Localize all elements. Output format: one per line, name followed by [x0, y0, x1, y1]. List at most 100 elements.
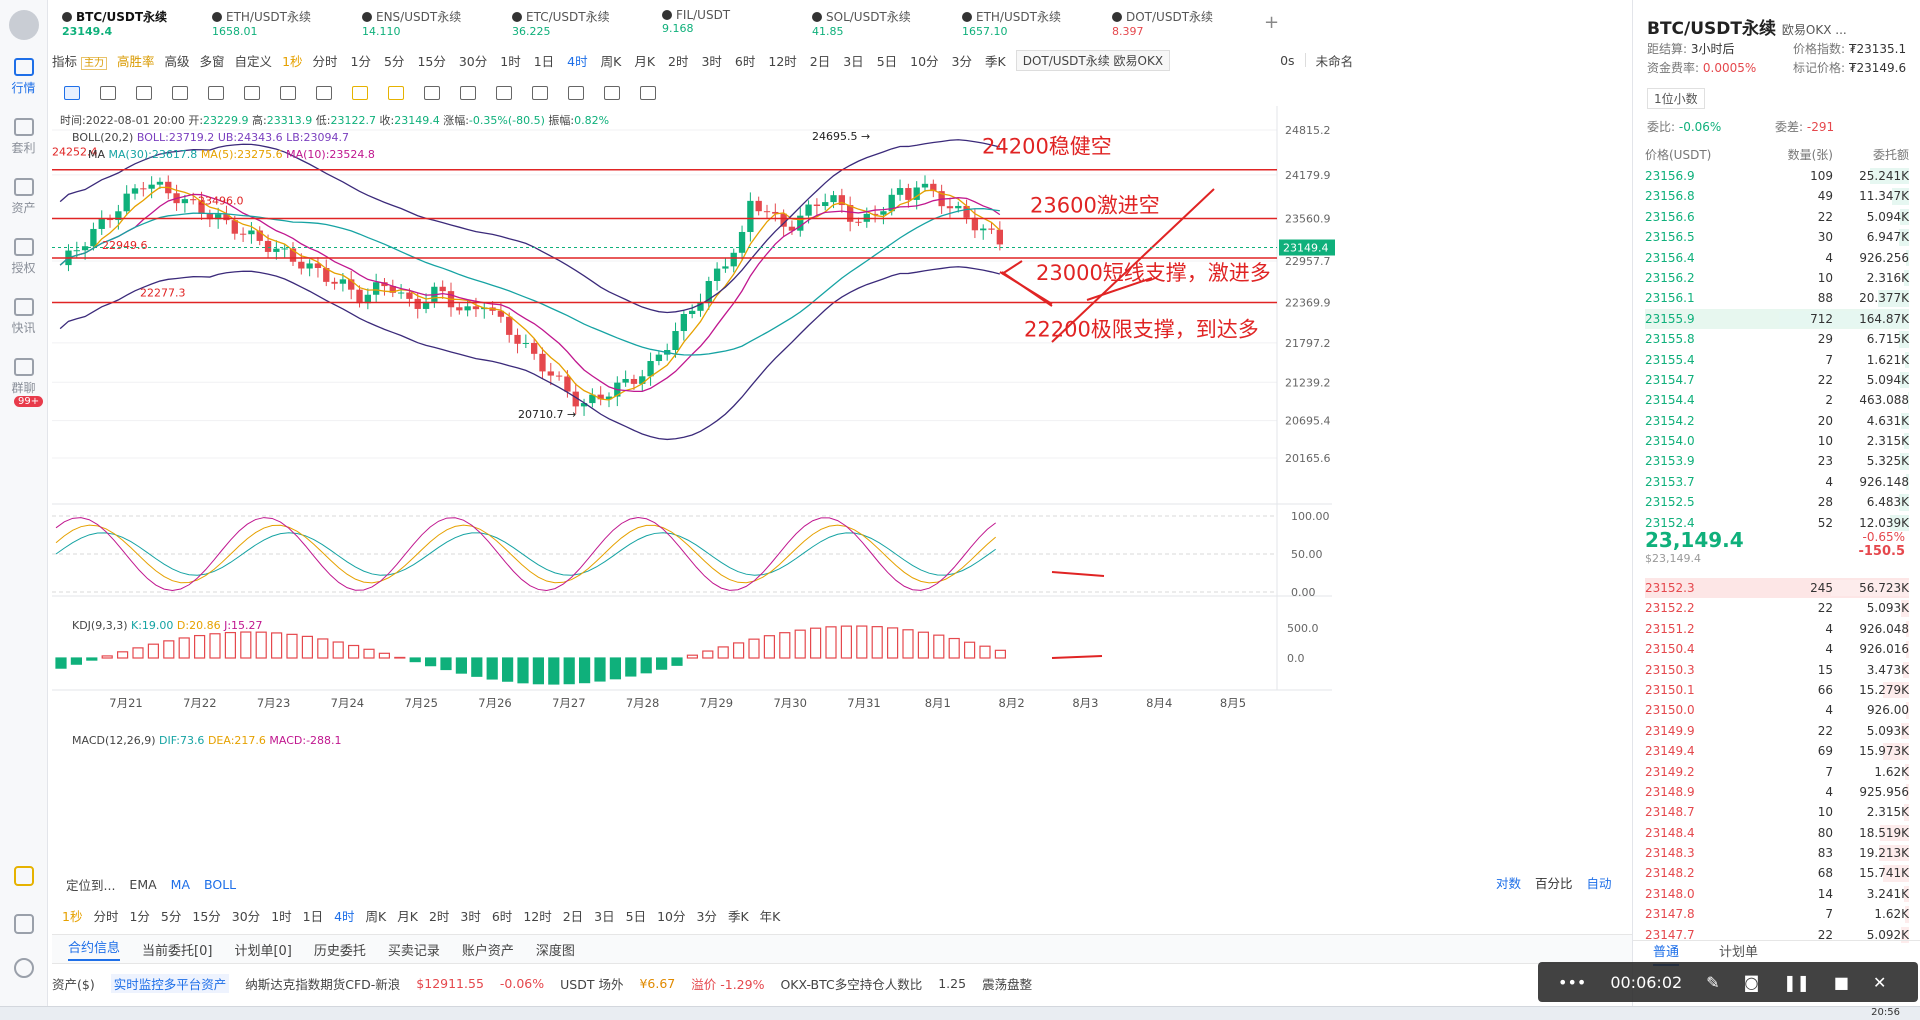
phone-icon[interactable] [14, 914, 34, 934]
pen-tool-icon[interactable] [424, 86, 440, 100]
bottom-interval-button[interactable]: 1时 [271, 908, 292, 924]
book-row[interactable]: 23152.2 22 5.093K [1645, 598, 1909, 618]
book-row[interactable]: 23152.4 52 12.039K [1645, 513, 1909, 533]
tab-symbol-1[interactable]: ETH/USDT永续 1658.01 [202, 4, 352, 42]
one-second-button[interactable]: 1秒 [282, 53, 303, 69]
tab-symbol-4[interactable]: FIL/USDT 9.168 [652, 4, 802, 42]
interval-button[interactable]: 2日 [809, 53, 831, 69]
pen-icon[interactable]: ✎ [1706, 972, 1720, 992]
price-chart[interactable]: 24815.2 24179.9 23560.9 22957.7 22369.9 21797… [52, 106, 1632, 846]
book-row[interactable]: 23150.0 4 926.00 [1645, 700, 1909, 720]
book-row[interactable]: 23153.9 23 5.325K [1645, 451, 1909, 471]
bottom-interval-button[interactable]: 6时 [491, 908, 513, 924]
book-row[interactable]: 23150.1 66 15.279K [1645, 680, 1909, 700]
add-tab-icon[interactable]: + [1264, 12, 1280, 33]
interval-button[interactable]: 5分 [383, 53, 405, 69]
book-row[interactable]: 23155.4 7 1.621K [1645, 350, 1909, 370]
bottom-interval-button[interactable]: 1日 [302, 908, 324, 924]
book-row[interactable]: 23155.9 712 164.87K [1645, 308, 1909, 330]
rail-item-arbitrage[interactable]: 套利 [0, 118, 47, 156]
rail-item-market[interactable]: 行情 [0, 58, 47, 96]
bottom-interval-button[interactable]: 12时 [523, 908, 552, 924]
bottom-interval-button[interactable]: 5分 [160, 908, 182, 924]
close-icon[interactable]: ✕ [1873, 972, 1887, 992]
bottom-interval-button[interactable]: 30分 [231, 908, 261, 924]
advanced-button[interactable]: 高级 [164, 53, 190, 69]
vip-icon[interactable] [14, 866, 34, 886]
bottom-interval-button[interactable]: 3日 [594, 908, 615, 924]
magnet-tool-icon[interactable] [352, 86, 368, 100]
book-row[interactable]: 23156.8 49 11.347K [1645, 186, 1909, 206]
interval-button[interactable]: 15分 [417, 53, 446, 69]
bottom-interval-button[interactable]: 分时 [93, 908, 119, 924]
book-row[interactable]: 23150.3 15 3.473K [1645, 660, 1909, 680]
settings-icon[interactable] [14, 958, 34, 978]
tab-symbol-3[interactable]: ETC/USDT永续 36.225 [502, 4, 652, 42]
interval-button[interactable]: 4时 [567, 53, 588, 69]
interval-button[interactable]: 30分 [458, 53, 488, 69]
camera-icon[interactable]: ◙ [1743, 972, 1760, 992]
ema-toggle[interactable]: EMA [129, 876, 157, 892]
trash-icon[interactable] [640, 86, 656, 100]
crosshair-tool-icon[interactable] [64, 86, 80, 100]
bars-tool-icon[interactable] [496, 86, 512, 100]
interval-button[interactable]: 2时 [668, 53, 689, 69]
copy-tool-icon[interactable] [532, 86, 548, 100]
tab-symbol-2[interactable]: ENS/USDT永续 14.110 [352, 4, 502, 42]
book-row[interactable]: 23156.5 30 6.947K [1645, 227, 1909, 247]
bottom-interval-button[interactable]: 周K [365, 908, 387, 924]
interval-button[interactable]: 季K [985, 53, 1006, 69]
book-row[interactable]: 23148.7 10 2.315K [1645, 802, 1909, 822]
book-row[interactable]: 23147.7 22 5.092K [1645, 925, 1909, 945]
book-row[interactable]: 23154.4 2 463.088 [1645, 390, 1909, 410]
book-row[interactable]: 23147.8 7 1.62K [1645, 904, 1909, 924]
tab-plan[interactable]: 计划单 [1719, 945, 1759, 960]
wave-tool-icon[interactable] [244, 86, 260, 100]
book-row[interactable]: 23149.9 22 5.093K [1645, 721, 1909, 741]
clone-tool-icon[interactable] [568, 86, 584, 100]
panel-tab[interactable]: 历史委托 [313, 943, 366, 959]
win-rate-button[interactable]: 高胜率 [117, 53, 155, 69]
interval-button[interactable]: 3分 [951, 53, 972, 69]
bottom-interval-button[interactable]: 15分 [192, 908, 221, 924]
tab-symbol-7[interactable]: DOT/USDT永续 8.397 [1102, 4, 1252, 42]
book-row[interactable]: 23156.6 22 5.094K [1645, 207, 1909, 227]
book-row[interactable]: 23151.2 4 926.048 [1645, 619, 1909, 639]
panel-tab[interactable]: 深度图 [535, 943, 575, 959]
percent-scale-button[interactable]: 百分比 [1535, 876, 1573, 891]
interval-button[interactable]: 5日 [876, 53, 898, 69]
rail-item-assets[interactable]: 资产 [0, 178, 47, 216]
interval-button[interactable]: 6时 [734, 53, 756, 69]
tab-symbol-6[interactable]: ETH/USDT永续 1657.10 [952, 4, 1102, 42]
book-row[interactable]: 23148.9 4 925.956 [1645, 782, 1909, 802]
panel-tab[interactable]: 当前委托[0] [142, 943, 213, 959]
book-row[interactable]: 23150.4 4 926.016 [1645, 639, 1909, 659]
book-row[interactable]: 23154.0 10 2.315K [1645, 431, 1909, 451]
bottom-interval-button[interactable]: 季K [727, 908, 749, 924]
panel-tab[interactable]: 合约信息 [68, 937, 121, 961]
locate-button[interactable]: 定位到... [66, 877, 116, 893]
book-row[interactable]: 23148.0 14 3.241K [1645, 884, 1909, 904]
edit-tool-icon[interactable] [604, 86, 620, 100]
stop-icon[interactable]: ■ [1833, 972, 1850, 992]
layout-unnamed-dropdown[interactable]: 未命名 [1315, 53, 1354, 69]
measure-tool-icon[interactable] [280, 86, 296, 100]
bottom-interval-button[interactable]: 1分 [129, 908, 150, 924]
app-logo-icon[interactable] [9, 10, 39, 40]
bottom-interval-button[interactable]: 10分 [657, 908, 686, 924]
book-row[interactable]: 23149.2 7 1.62K [1645, 762, 1909, 782]
more-icon[interactable]: ••• [1558, 972, 1587, 992]
bottom-interval-button[interactable]: 1秒 [62, 908, 83, 924]
panel-tab[interactable]: 计划单[0] [234, 943, 292, 959]
interval-button[interactable]: 分时 [312, 53, 338, 69]
rail-item-chat[interactable]: 群聊 [0, 358, 47, 396]
interval-button[interactable]: 10分 [910, 53, 939, 69]
bottom-interval-button[interactable]: 4时 [334, 908, 355, 924]
bottom-interval-button[interactable]: 3分 [696, 908, 717, 924]
trend-line-tool-icon[interactable] [100, 86, 116, 100]
multi-window-button[interactable]: 多窗 [199, 53, 225, 69]
book-row[interactable]: 23149.4 69 15.973K [1645, 741, 1909, 761]
auto-scale-button[interactable]: 自动 [1586, 876, 1612, 891]
book-row[interactable]: 23155.8 29 6.715K [1645, 329, 1909, 349]
book-row[interactable]: 23154.7 22 5.094K [1645, 370, 1909, 390]
